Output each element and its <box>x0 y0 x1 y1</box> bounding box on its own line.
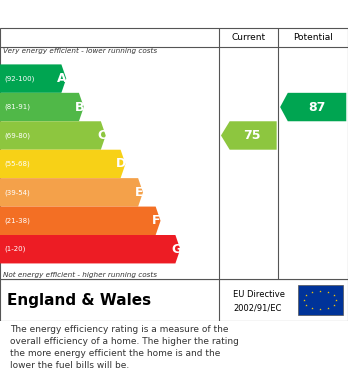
Text: 2002/91/EC: 2002/91/EC <box>233 303 282 312</box>
Polygon shape <box>280 93 346 121</box>
Text: (92-100): (92-100) <box>4 75 34 82</box>
Text: The energy efficiency rating is a measure of the
overall efficiency of a home. T: The energy efficiency rating is a measur… <box>10 325 239 370</box>
Text: B: B <box>75 100 84 113</box>
Text: (81-91): (81-91) <box>4 104 30 110</box>
Text: Current: Current <box>232 33 266 42</box>
Text: England & Wales: England & Wales <box>7 292 151 307</box>
Polygon shape <box>0 121 106 150</box>
Polygon shape <box>0 178 143 206</box>
Polygon shape <box>0 235 180 264</box>
Text: C: C <box>97 129 106 142</box>
Text: Very energy efficient - lower running costs: Very energy efficient - lower running co… <box>3 48 157 54</box>
Text: Potential: Potential <box>293 33 333 42</box>
Text: EU Directive: EU Directive <box>233 291 285 300</box>
Text: (55-68): (55-68) <box>4 161 30 167</box>
Polygon shape <box>221 121 277 150</box>
Text: E: E <box>135 186 143 199</box>
Text: (21-38): (21-38) <box>4 217 30 224</box>
Polygon shape <box>0 150 126 178</box>
Polygon shape <box>0 93 84 121</box>
Text: (39-54): (39-54) <box>4 189 30 196</box>
Text: D: D <box>116 158 126 170</box>
Text: Energy Efficiency Rating: Energy Efficiency Rating <box>7 7 217 22</box>
Text: (1-20): (1-20) <box>4 246 25 253</box>
Bar <box>298 285 343 315</box>
Text: (69-80): (69-80) <box>4 132 30 139</box>
Text: 75: 75 <box>244 129 261 142</box>
Polygon shape <box>0 65 66 93</box>
Text: Not energy efficient - higher running costs: Not energy efficient - higher running co… <box>3 272 157 278</box>
Text: 87: 87 <box>308 100 325 113</box>
Polygon shape <box>0 206 160 235</box>
Text: A: A <box>57 72 67 85</box>
Text: F: F <box>152 214 161 227</box>
Text: G: G <box>171 243 181 256</box>
